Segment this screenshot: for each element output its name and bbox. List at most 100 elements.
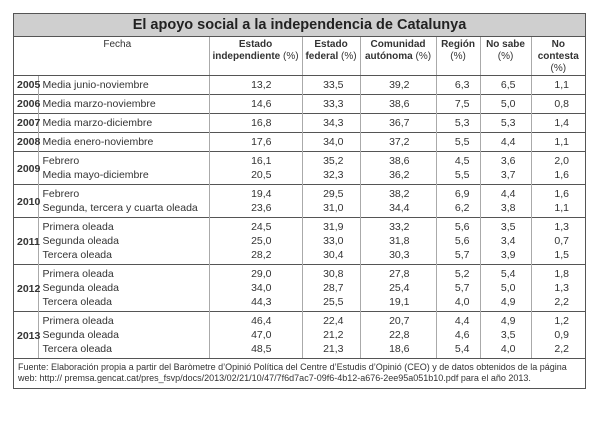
year-cell: 2012 <box>14 264 40 312</box>
value-cell: 48,5 <box>208 342 303 358</box>
value-cell: 28,2 <box>208 248 303 265</box>
value-cell: 46,4 <box>208 311 303 328</box>
value-cell: 6,9 <box>435 184 481 201</box>
header-unit: (%) <box>283 51 299 62</box>
value-cell: 0,8 <box>530 94 586 114</box>
table-row: 2007 Media marzo-diciembre 16,8 34,3 36,7 5,3… <box>14 113 586 133</box>
header-unit: (%) <box>550 63 567 74</box>
table-row: Media mayo-diciembre 20,5 32,3 36,2 5,5 3,7 1,… <box>14 168 586 185</box>
value-cell: 3,5 <box>479 328 532 342</box>
value-cell: 5,0 <box>479 94 532 114</box>
year-cell: 2007 <box>14 113 40 133</box>
value-cell: 5,4 <box>435 342 481 358</box>
period-label: Media marzo-diciembre <box>38 113 210 133</box>
header-no-sabe: No sabe (%) <box>479 37 532 76</box>
value-cell: 5,3 <box>479 113 532 133</box>
header-unit: (%) <box>341 51 357 62</box>
table-row: 2013 Primera oleada 46,4 22,4 20,7 4,4 4,9 1,2 <box>14 311 586 358</box>
value-cell: 20,5 <box>208 168 303 185</box>
value-cell: 7,5 <box>435 94 481 114</box>
value-cell: 5,7 <box>435 281 481 295</box>
header-label: independiente <box>212 51 281 62</box>
year-cell: 2010 <box>14 184 40 218</box>
header-label: Región <box>441 39 475 50</box>
value-cell: 18,6 <box>359 342 437 358</box>
value-cell: 5,3 <box>435 113 481 133</box>
value-cell: 30,3 <box>359 248 437 265</box>
period-label: Media marzo-noviembre <box>38 94 210 114</box>
value-cell: 30,4 <box>301 248 361 265</box>
table-row: 2011 Primera oleada 24,5 31,9 33,2 5,6 3,5 1,3 <box>14 217 586 265</box>
period-label: Febrero <box>38 151 210 168</box>
value-cell: 17,6 <box>208 132 303 152</box>
value-cell: 4,0 <box>435 295 481 312</box>
header-estado-federal: Estado federal (%) <box>301 37 361 76</box>
period-label: Tercera oleada <box>42 343 112 355</box>
value-cell: 3,6 <box>479 151 532 168</box>
value-cell: 31,8 <box>359 234 437 248</box>
period-label: Tercera oleada <box>42 296 112 308</box>
value-cell: 16,1 <box>208 151 303 168</box>
table-row: 2006 Media marzo-noviembre 14,6 33,3 38,6 7,5… <box>14 94 586 114</box>
table-row: Tercera oleada 44,3 25,5 19,1 4,0 4,9 2,2 <box>14 295 586 312</box>
header-estado-independiente: Estado independiente (%) <box>208 37 303 76</box>
year-cell: 2013 <box>14 311 40 358</box>
period-label: Primera oleada <box>38 264 210 281</box>
period-label: Segunda, tercera y cuarta oleada <box>42 202 198 214</box>
table-row: Tercera oleada 48,5 21,3 18,6 5,4 4,0 2,2 <box>14 342 586 358</box>
value-cell: 5,5 <box>435 168 481 185</box>
table-row: 2012 Primera oleada 29,0 30,8 27,8 5,2 5,4 1,8 <box>14 264 586 312</box>
value-cell: 1,1 <box>530 201 586 218</box>
value-cell: 3,4 <box>479 234 532 248</box>
value-cell: 16,8 <box>208 113 303 133</box>
table-row: Segunda oleada 47,0 21,2 22,8 4,6 3,5 0,9 <box>14 328 586 342</box>
value-cell: 19,1 <box>359 295 437 312</box>
value-cell: 4,9 <box>479 295 532 312</box>
table-row: Segunda oleada 34,0 28,7 25,4 5,7 5,0 1,3 <box>14 281 586 295</box>
value-cell: 1,6 <box>530 168 586 185</box>
value-cell: 0,7 <box>530 234 586 248</box>
header-unit: (%) <box>415 51 432 62</box>
value-cell: 1,1 <box>530 75 586 95</box>
year-cell: 2011 <box>14 217 40 265</box>
period-label: Tercera oleada <box>42 249 112 261</box>
value-cell: 36,2 <box>359 168 437 185</box>
value-cell: 6,5 <box>479 75 532 95</box>
value-cell: 3,9 <box>479 248 532 265</box>
value-cell: 24,5 <box>208 217 303 234</box>
table-row: 2005 Media junio-noviembre 13,2 33,5 39,2 6,3… <box>14 75 586 95</box>
value-cell: 14,6 <box>208 94 303 114</box>
header-label: No sabe <box>486 39 525 50</box>
value-cell: 36,7 <box>359 113 437 133</box>
table-title: El apoyo social a la independencia de Ca… <box>14 14 585 37</box>
header-fecha: Fecha <box>14 37 210 76</box>
value-cell: 1,6 <box>530 184 586 201</box>
source-note: Fuente: Elaboración propia a partir del … <box>14 358 585 388</box>
value-cell: 47,0 <box>208 328 303 342</box>
value-cell: 4,5 <box>435 151 481 168</box>
header-comunidad-autonoma: Comunidad autónoma (%) <box>359 37 437 76</box>
value-cell: 13,2 <box>208 75 303 95</box>
value-cell: 1,3 <box>530 217 586 234</box>
period-label: Media junio-noviembre <box>38 75 210 95</box>
period-label: Primera oleada <box>38 311 210 328</box>
value-cell: 5,4 <box>479 264 532 281</box>
value-cell: 33,5 <box>301 75 361 95</box>
value-cell: 6,2 <box>435 201 481 218</box>
value-cell: 1,5 <box>530 248 586 265</box>
value-cell: 38,6 <box>359 151 437 168</box>
table-row: Segunda oleada 25,0 33,0 31,8 5,6 3,4 0,7 <box>14 234 586 248</box>
header-label: No contesta <box>537 39 579 62</box>
period-label: Primera oleada <box>38 217 210 234</box>
value-cell: 30,8 <box>301 264 361 281</box>
value-cell: 29,5 <box>301 184 361 201</box>
table-row: 2009 Febrero 16,1 35,2 38,6 4,5 3,6 2,0 <box>14 151 586 185</box>
table-body: 2005 Media junio-noviembre 13,2 33,5 39,2 6,3… <box>14 75 586 358</box>
year-cell: 2008 <box>14 132 40 152</box>
value-cell: 5,5 <box>435 132 481 152</box>
value-cell: 1,8 <box>530 264 586 281</box>
value-cell: 31,0 <box>301 201 361 218</box>
value-cell: 4,0 <box>479 342 532 358</box>
value-cell: 1,3 <box>530 281 586 295</box>
value-cell: 37,2 <box>359 132 437 152</box>
